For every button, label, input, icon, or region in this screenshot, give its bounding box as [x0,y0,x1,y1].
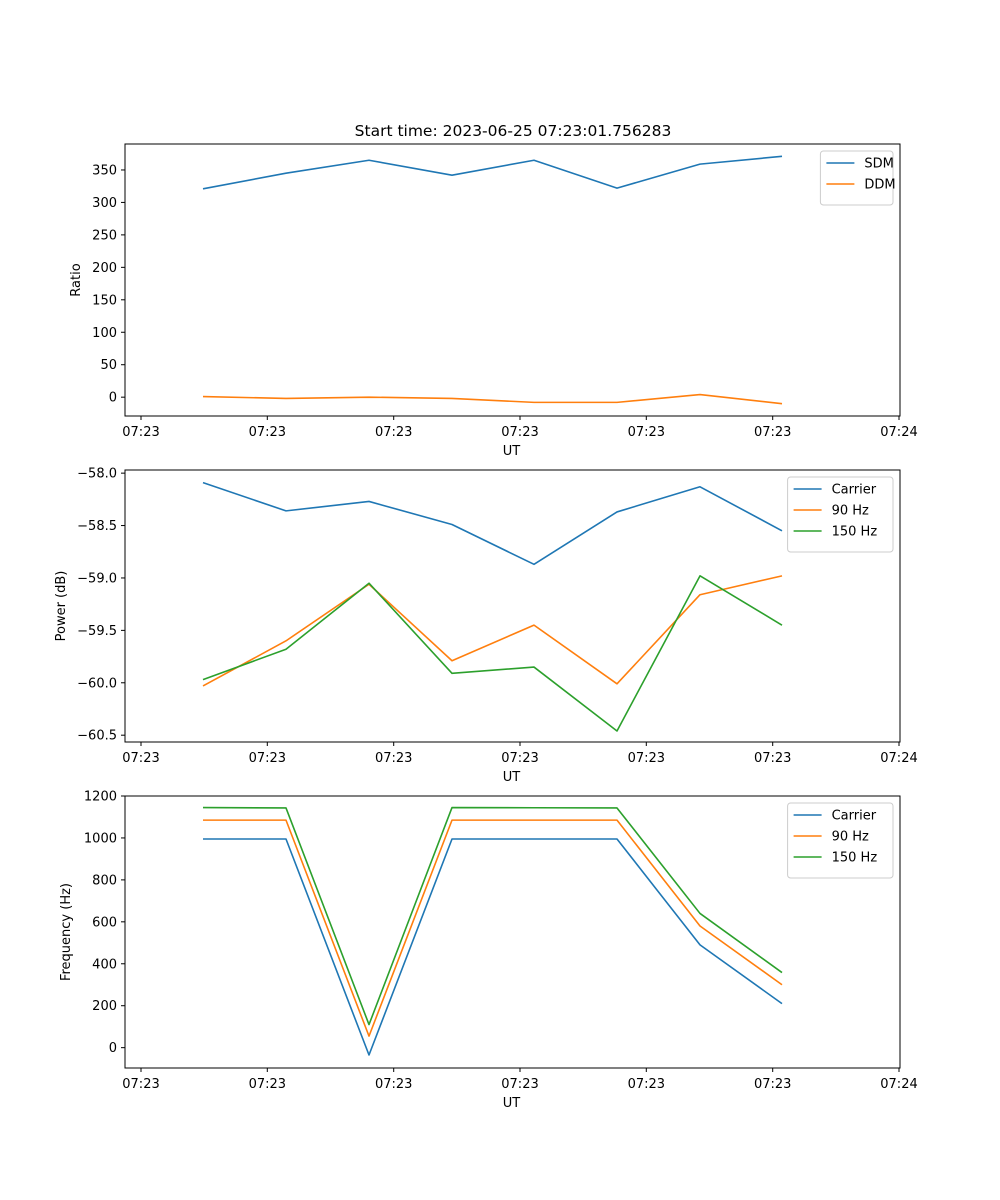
y-tick-label: 50 [100,358,117,373]
legend: SDM DDM [819,150,896,206]
y-tick-label: 250 [92,228,117,243]
y-tick-label: 100 [92,326,117,341]
legend-label: 150 Hz [832,525,878,540]
legend-frame [787,476,894,553]
series-line-90-hz [203,819,783,1037]
x-tick-label: 07:23 [122,425,159,440]
x-tick-label: 07:23 [249,751,286,766]
y-tick-label: 400 [92,957,117,972]
x-tick-label: 07:23 [501,425,538,440]
y-tick-label: −59.5 [77,624,117,639]
legend-label: 150 Hz [832,851,878,866]
y-tick-label: −60.0 [77,676,117,691]
series-line-sdm [202,155,783,190]
x-tick-label: 07:23 [628,751,665,766]
y-axis-label: Ratio [69,263,84,296]
legend: Carrier 90 Hz 150 Hz [787,802,894,879]
x-tick-label: 07:24 [880,425,917,440]
x-tick-label: 07:23 [501,1077,538,1092]
y-tick-label: −60.5 [77,729,117,744]
plot-area-frame [124,469,901,743]
plot-area-frame [124,143,901,417]
plot-area-frame [124,795,901,1069]
y-tick-label: 150 [92,293,117,308]
y-tick-label: −59.0 [77,571,117,586]
series-line-150-hz [202,806,783,1026]
y-tick-label: 600 [92,915,117,930]
series-line-carrier [203,838,783,1056]
y-tick-label: 1000 [84,831,117,846]
x-axis-label: UT [503,444,521,459]
x-tick-label: 07:23 [501,751,538,766]
y-tick-label: −58.0 [77,467,117,482]
y-tick-label: 0 [109,391,117,406]
y-tick-label: 300 [92,196,117,211]
x-tick-label: 07:23 [754,751,791,766]
y-tick-label: 200 [92,261,117,276]
legend-label: 90 Hz [832,504,869,519]
x-tick-label: 07:24 [880,1077,917,1092]
y-tick-label: 0 [109,1041,117,1056]
y-tick-label: −58.5 [77,519,117,534]
legend-label: Carrier [832,809,877,824]
series-line-carrier [202,481,783,566]
series-line-150-hz [202,575,783,732]
x-tick-label: 07:23 [122,1077,159,1092]
series-line-90-hz [202,575,783,687]
x-tick-label: 07:23 [754,425,791,440]
x-tick-label: 07:24 [880,751,917,766]
x-tick-label: 07:23 [122,751,159,766]
x-tick-label: 07:23 [249,1077,286,1092]
chart-panel-3: 07:23 07:23 07:23 07:23 07:23 07:23 07:24 0 200 4… [59,790,918,1112]
x-tick-label: 07:23 [754,1077,791,1092]
y-axis-label: Power (dB) [54,571,69,642]
x-axis-label: UT [503,770,521,785]
legend: Carrier 90 Hz 150 Hz [787,476,894,553]
series-line-ddm [202,393,783,405]
y-axis-label: Frequency (Hz) [59,883,74,981]
x-tick-label: 07:23 [375,751,412,766]
x-tick-label: 07:23 [628,1077,665,1092]
legend-frame [819,150,894,206]
figure-title: Start time: 2023-06-25 07:23:01.756283 [355,122,672,140]
chart-panel-2: 07:23 07:23 07:23 07:23 07:23 07:23 07:24 −60.5… [54,467,918,785]
y-tick-label: 350 [92,163,117,178]
y-tick-label: 200 [92,999,117,1014]
legend-frame [787,802,894,879]
x-tick-label: 07:23 [375,1077,412,1092]
legend-label: DDM [864,178,895,193]
legend-label: 90 Hz [832,830,869,845]
x-tick-label: 07:23 [249,425,286,440]
legend-label: Carrier [832,483,877,498]
x-axis-label: UT [503,1096,521,1111]
chart-panel-1: 07:23 07:23 07:23 07:23 07:23 07:23 07:24 0 50 10… [69,143,918,459]
y-tick-label: 800 [92,873,117,888]
legend-label: SDM [864,157,893,172]
x-tick-label: 07:23 [375,425,412,440]
y-tick-label: 1200 [84,790,117,805]
x-tick-label: 07:23 [628,425,665,440]
